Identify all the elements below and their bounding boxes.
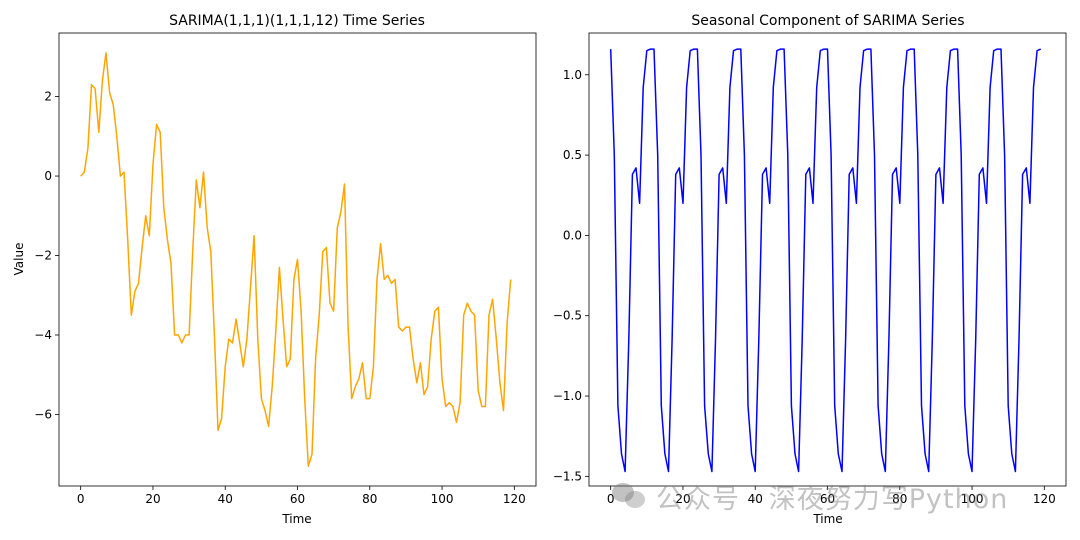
x-tick-label: 100 bbox=[431, 492, 454, 506]
y-tick-label: 1.0 bbox=[563, 68, 582, 82]
y-tick-label: −1.0 bbox=[553, 389, 582, 403]
x-tick-label: 60 bbox=[290, 492, 305, 506]
plot-area bbox=[609, 48, 1042, 473]
y-tick-label: −0.5 bbox=[553, 309, 582, 323]
x-axis-ticks: 0 20 40 60 80 100 120 bbox=[607, 486, 1056, 506]
x-tick-label: 100 bbox=[961, 492, 984, 506]
watermark-text: 公众号 · 深夜努力写Python bbox=[656, 483, 1009, 515]
y-tick-label: 0 bbox=[44, 169, 52, 183]
x-tick-label: 80 bbox=[892, 492, 907, 506]
chart-title: SARIMA(1,1,1)(1,1,1,12) Time Series bbox=[169, 13, 425, 29]
wechat-logo-icon bbox=[612, 481, 648, 511]
x-tick-label: 0 bbox=[607, 492, 615, 506]
time-series-chart: SARIMA(1,1,1)(1,1,1,12) Time Series Valu… bbox=[12, 13, 537, 526]
x-tick-label: 20 bbox=[145, 492, 160, 506]
watermark: 公众号 · 深夜努力写Python bbox=[612, 474, 1008, 518]
x-tick-label: 0 bbox=[77, 492, 85, 506]
y-tick-label: 2 bbox=[44, 90, 52, 104]
y-tick-label: −1.5 bbox=[553, 469, 582, 483]
y-axis-ticks: −6 −4 −2 0 2 bbox=[34, 90, 59, 421]
x-axis-ticks: 0 20 40 60 80 100 120 bbox=[77, 486, 526, 506]
x-tick-label: 120 bbox=[1033, 492, 1056, 506]
x-tick-label: 120 bbox=[503, 492, 526, 506]
x-tick-label: 40 bbox=[748, 492, 763, 506]
series-line bbox=[80, 52, 512, 467]
series-line bbox=[609, 48, 1042, 473]
x-tick-label: 20 bbox=[675, 492, 690, 506]
plot-area bbox=[80, 52, 512, 467]
y-axis-label: Value bbox=[12, 243, 26, 276]
x-tick-label: 60 bbox=[820, 492, 835, 506]
y-tick-label: 0.5 bbox=[563, 148, 582, 162]
y-axis-ticks: −1.5 −1.0 −0.5 0.0 0.5 1.0 bbox=[553, 68, 589, 483]
y-tick-label: 0.0 bbox=[563, 228, 582, 242]
x-tick-label: 40 bbox=[218, 492, 233, 506]
x-tick-label: 80 bbox=[362, 492, 377, 506]
plot-frame bbox=[58, 32, 537, 487]
plot-frame bbox=[588, 32, 1067, 487]
y-tick-label: −4 bbox=[34, 328, 52, 342]
y-tick-label: −2 bbox=[34, 249, 52, 263]
y-tick-label: −6 bbox=[34, 407, 52, 421]
chart-title: Seasonal Component of SARIMA Series bbox=[691, 13, 964, 29]
x-axis-label: Time bbox=[281, 512, 311, 526]
x-axis-label: Time bbox=[812, 512, 842, 526]
seasonal-component-chart: Seasonal Component of SARIMA Series Time… bbox=[553, 13, 1067, 526]
